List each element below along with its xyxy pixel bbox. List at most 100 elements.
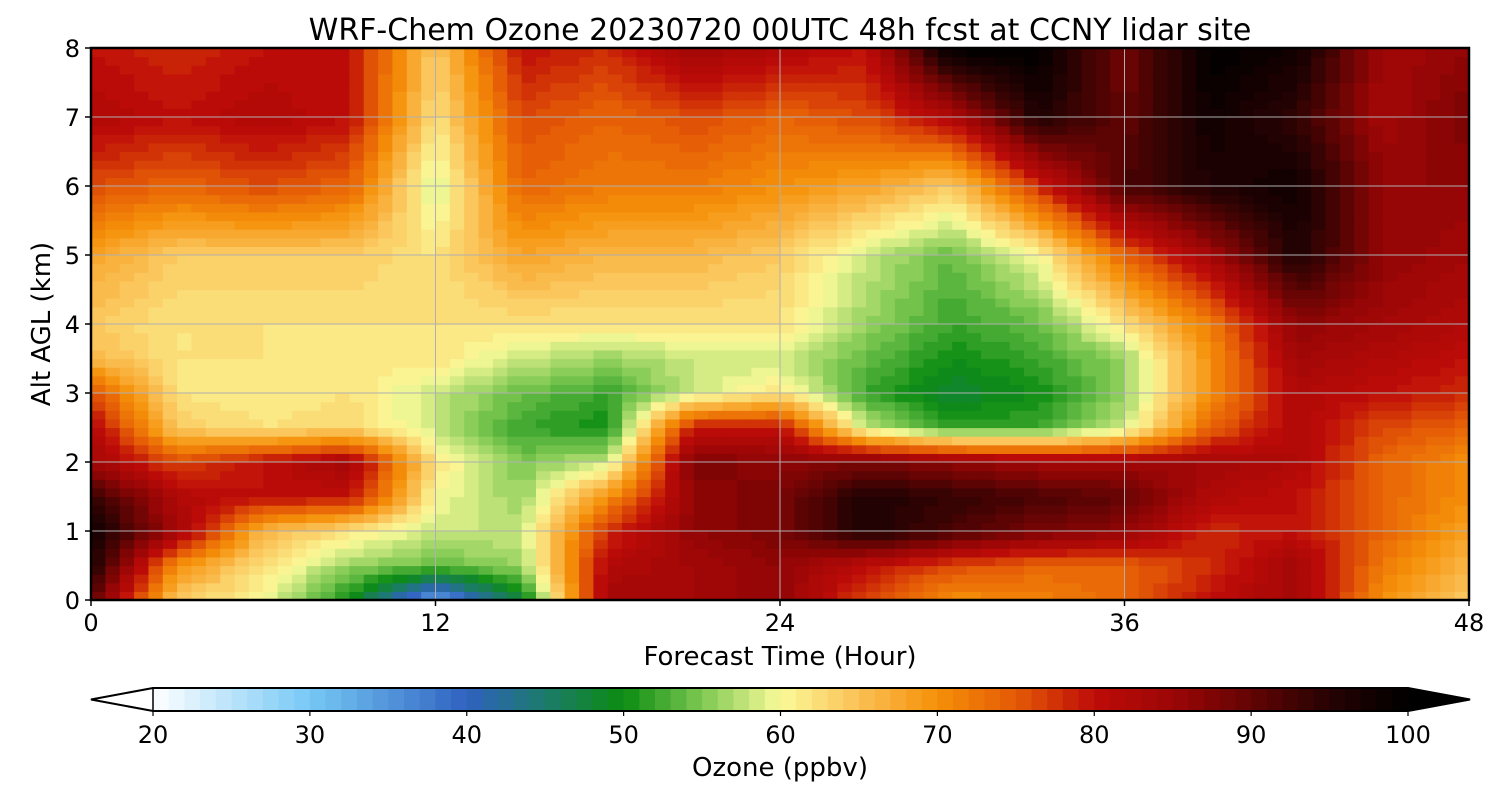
ozone-cell bbox=[1454, 582, 1470, 592]
ozone-cell bbox=[91, 427, 106, 437]
ozone-cell bbox=[665, 496, 681, 506]
ozone-cell bbox=[263, 384, 279, 394]
ozone-cell bbox=[449, 591, 465, 601]
ozone-cell bbox=[248, 479, 264, 489]
ozone-cell bbox=[507, 418, 523, 429]
ozone-cell bbox=[1224, 203, 1240, 213]
ozone-cell bbox=[937, 151, 953, 161]
ozone-cell bbox=[464, 453, 480, 463]
ozone-cell bbox=[148, 470, 164, 480]
ozone-cell bbox=[751, 151, 767, 161]
ozone-cell bbox=[780, 582, 795, 592]
ozone-cell bbox=[1325, 160, 1341, 170]
ozone-cell bbox=[277, 160, 293, 170]
ozone-cell bbox=[220, 255, 236, 265]
ozone-cell bbox=[708, 384, 724, 394]
ozone-cell bbox=[449, 539, 465, 549]
ozone-cell bbox=[736, 177, 752, 187]
ozone-cell bbox=[105, 505, 121, 515]
ozone-cell bbox=[1440, 384, 1456, 394]
ozone-cell bbox=[1382, 160, 1398, 170]
ozone-cell bbox=[478, 556, 494, 567]
ozone-cell bbox=[177, 358, 193, 368]
ozone-cell bbox=[220, 306, 236, 316]
ozone-cell bbox=[837, 444, 853, 454]
ozone-cell bbox=[1325, 513, 1341, 523]
ozone-cell bbox=[593, 444, 609, 454]
ozone-cell bbox=[1454, 151, 1470, 161]
ozone-cell bbox=[1067, 349, 1083, 360]
ozone-cell bbox=[1081, 548, 1097, 558]
ozone-cell bbox=[105, 289, 121, 299]
ozone-cell bbox=[851, 194, 867, 204]
ozone-cell bbox=[736, 298, 752, 308]
ozone-cell bbox=[837, 315, 853, 325]
ozone-cell bbox=[1024, 349, 1039, 360]
ozone-cell bbox=[823, 160, 839, 170]
ozone-cell bbox=[1024, 151, 1039, 161]
ozone-cell bbox=[937, 487, 953, 498]
ozone-cell bbox=[1210, 496, 1226, 506]
ozone-cell bbox=[1038, 298, 1054, 308]
ozone-cell bbox=[952, 203, 968, 213]
ozone-cell bbox=[1038, 186, 1054, 196]
ozone-cell bbox=[306, 315, 322, 325]
ozone-cell bbox=[751, 289, 767, 299]
ozone-cell bbox=[335, 427, 350, 437]
ozone-cell bbox=[507, 229, 523, 239]
ozone-cell bbox=[220, 462, 236, 472]
ozone-cell bbox=[119, 168, 135, 178]
ozone-cell bbox=[665, 548, 681, 558]
ozone-cell bbox=[794, 513, 810, 523]
ozone-cell bbox=[1153, 470, 1169, 480]
ozone-cell bbox=[435, 410, 451, 420]
ozone-cell bbox=[751, 522, 767, 532]
ozone-cell bbox=[248, 539, 264, 549]
ozone-cell bbox=[636, 565, 652, 575]
ozone-cell bbox=[622, 565, 638, 575]
ozone-cell bbox=[751, 582, 767, 592]
ozone-cell bbox=[794, 220, 810, 230]
ozone-cell bbox=[435, 444, 451, 454]
ozone-cell bbox=[335, 522, 350, 532]
ozone-cell bbox=[464, 375, 480, 385]
ozone-cell bbox=[579, 160, 594, 170]
ozone-cell bbox=[894, 444, 910, 454]
ozone-cell bbox=[535, 332, 551, 342]
ozone-cell bbox=[363, 427, 379, 437]
ozone-cell bbox=[1354, 367, 1370, 377]
ozone-cell bbox=[823, 496, 839, 506]
ozone-cell bbox=[1095, 427, 1111, 437]
ozone-cell bbox=[866, 151, 882, 161]
ozone-cell bbox=[1239, 315, 1255, 325]
ozone-cell bbox=[335, 436, 350, 446]
ozone-cell bbox=[1052, 177, 1068, 187]
ozone-cell bbox=[880, 591, 896, 601]
ozone-cell bbox=[464, 306, 480, 316]
ozone-cell bbox=[952, 522, 968, 532]
ozone-cell bbox=[952, 453, 968, 463]
ozone-cell bbox=[177, 427, 193, 437]
ozone-cell bbox=[406, 203, 422, 213]
ozone-cell bbox=[1067, 470, 1083, 480]
ozone-cell bbox=[1425, 427, 1441, 437]
ozone-cell bbox=[1311, 496, 1327, 506]
ozone-cell bbox=[851, 177, 867, 187]
ozone-cell bbox=[363, 315, 379, 325]
ozone-cell bbox=[765, 211, 781, 222]
ozone-cell bbox=[837, 470, 853, 480]
ozone-cell bbox=[894, 203, 910, 213]
ozone-cell bbox=[1368, 444, 1384, 454]
ozone-cell bbox=[119, 263, 135, 273]
ozone-cell bbox=[1425, 168, 1441, 178]
ozone-cell bbox=[1382, 168, 1398, 178]
ozone-cell bbox=[1253, 358, 1269, 368]
ozone-cell bbox=[1253, 522, 1269, 532]
ozone-cell bbox=[909, 349, 925, 360]
ozone-cell bbox=[1138, 194, 1154, 204]
ozone-cell bbox=[1382, 479, 1398, 489]
ozone-cell bbox=[1411, 539, 1427, 549]
ozone-cell bbox=[894, 186, 910, 196]
ozone-cell bbox=[105, 582, 121, 592]
ozone-cell bbox=[1167, 220, 1183, 230]
